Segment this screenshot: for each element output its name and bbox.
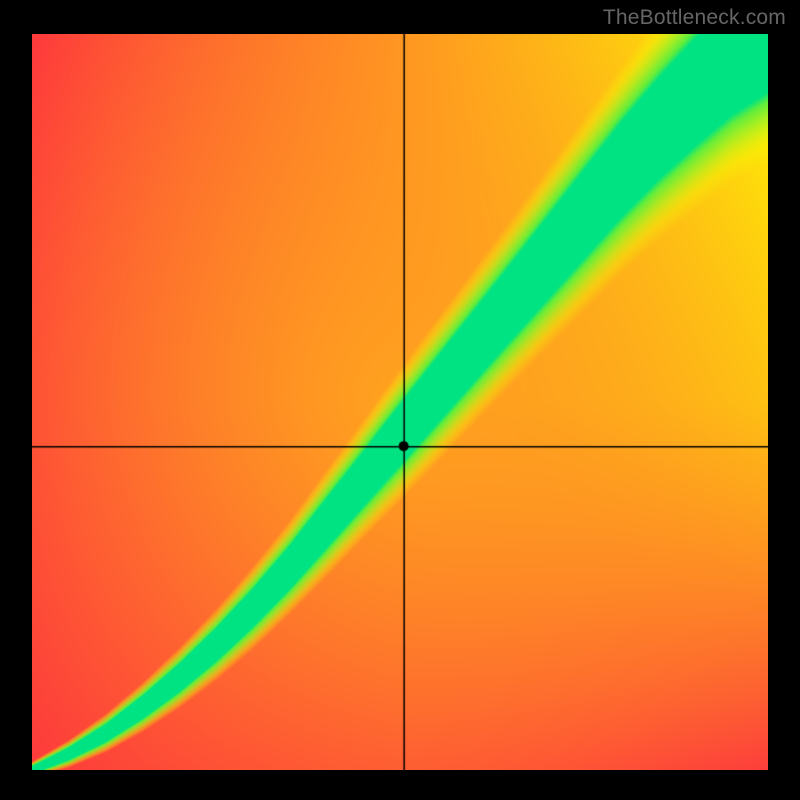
chart-frame: TheBottleneck.com [0,0,800,800]
watermark-text: TheBottleneck.com [603,6,786,30]
bottleneck-heatmap [32,34,768,770]
